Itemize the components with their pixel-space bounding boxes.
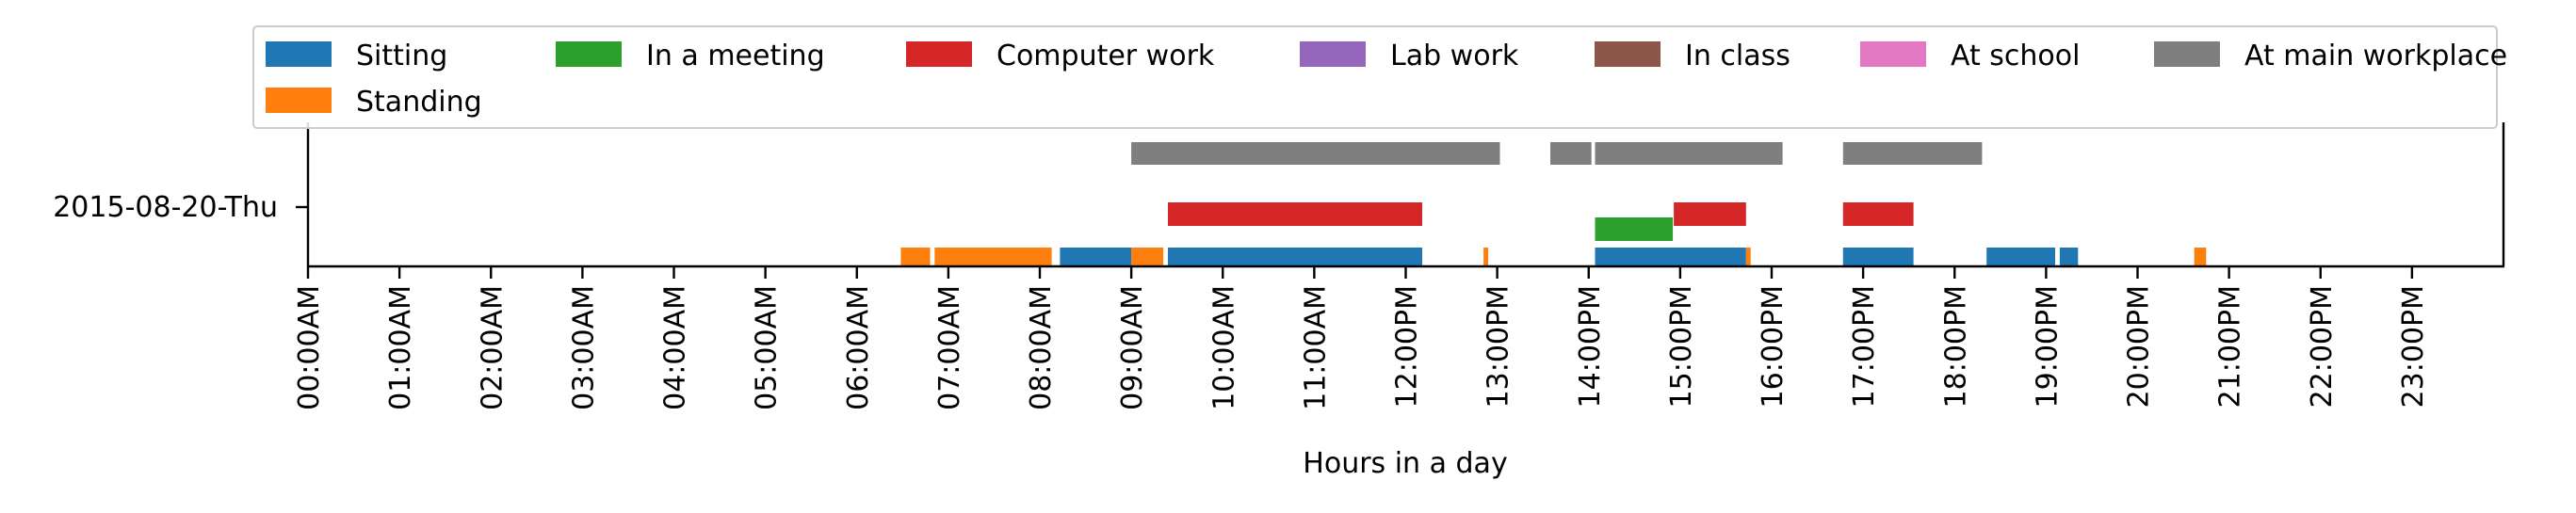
x-tick-label-02-00am: 02:00AM [476, 285, 509, 410]
legend-swatch-at-school [1860, 41, 1926, 67]
bar-computer-work-3 [1842, 202, 1914, 226]
bar-sitting-4 [1842, 248, 1914, 266]
legend-label-lab-work: Lab work [1390, 40, 1519, 72]
bar-sitting-5 [1986, 248, 2055, 266]
bar-at-main-workplace-3 [1595, 142, 1783, 165]
x-tick-label-07-00am: 07:00AM [933, 285, 966, 410]
legend-label-at-school: At school [1951, 40, 2080, 72]
x-tick-label-01-00am: 01:00AM [384, 285, 417, 410]
x-tick-label-11-00am: 11:00AM [1299, 285, 1332, 410]
x-tick-label-04-00am: 04:00AM [659, 285, 692, 410]
bar-standing-6 [2194, 248, 2207, 266]
x-tick-label-13-00pm: 13:00PM [1482, 285, 1515, 408]
x-tick-label-20-00pm: 20:00PM [2123, 285, 2156, 408]
bar-sitting-6 [2059, 248, 2079, 266]
x-tick-label-15-00pm: 15:00PM [1665, 285, 1698, 408]
bar-at-main-workplace-4 [1842, 142, 1983, 165]
legend-label-in-class: In class [1685, 40, 1790, 72]
legend-label-computer-work: Computer work [996, 40, 1215, 72]
legend-label-standing: Standing [356, 86, 482, 119]
legend-swatch-lab-work [1300, 41, 1366, 67]
bar-standing-4 [1483, 248, 1488, 266]
bar-sitting-1 [1060, 248, 1132, 266]
x-tick-label-21-00pm: 21:00PM [2214, 285, 2247, 408]
bar-standing-1 [900, 248, 931, 266]
x-tick-label-08-00am: 08:00AM [1025, 285, 1058, 410]
bar-in-a-meeting-1 [1595, 217, 1674, 241]
legend-swatch-computer-work [906, 41, 972, 67]
x-tick-label-03-00am: 03:00AM [567, 285, 600, 410]
bar-computer-work-2 [1674, 202, 1746, 226]
bar-standing-2 [934, 248, 1052, 266]
x-tick-label-09-00am: 09:00AM [1116, 285, 1149, 410]
legend-label-sitting: Sitting [356, 40, 447, 72]
x-tick-label-19-00pm: 19:00PM [2031, 285, 2064, 408]
bar-standing-5 [1745, 248, 1751, 266]
legend-swatch-sitting [266, 41, 332, 67]
bar-sitting-2 [1168, 248, 1422, 266]
legend: Sitting In a meeting Computer work Lab work… [252, 25, 2507, 129]
x-tick-label-23-00pm: 23:00PM [2397, 285, 2430, 408]
x-tick-label-06-00am: 06:00AM [842, 285, 875, 410]
x-tick-label-14-00pm: 14:00PM [1574, 285, 1607, 408]
legend-label-at-main-workplace: At main workplace [2244, 40, 2507, 72]
x-tick-label-12-00pm: 12:00PM [1391, 285, 1424, 408]
x-tick-label-18-00pm: 18:00PM [1939, 285, 1972, 408]
x-tick-label-10-00am: 10:00AM [1207, 285, 1240, 410]
legend-frame [252, 25, 2498, 129]
legend-swatch-in-class [1595, 41, 1661, 67]
bar-sitting-3 [1595, 248, 1746, 266]
legend-swatch-standing [266, 88, 332, 113]
x-tick-label-16-00pm: 16:00PM [1757, 285, 1790, 408]
y-tick-label-day: 2015-08-20-Thu [53, 191, 278, 224]
bar-standing-3 [1131, 248, 1164, 266]
bar-at-main-workplace-1 [1131, 142, 1500, 165]
bar-computer-work-1 [1168, 202, 1422, 226]
x-axis-label: Hours in a day [1303, 447, 1507, 480]
x-ticks-group: 00:00AM 01:00AM 02:00AM 03:00AM 04:00AM 05:00… [293, 266, 2430, 410]
bars-group [900, 142, 2207, 266]
x-tick-label-05-00am: 05:00AM [751, 285, 784, 410]
legend-swatch-in-a-meeting [556, 41, 622, 67]
bar-at-main-workplace-2 [1550, 142, 1592, 165]
x-tick-label-22-00pm: 22:00PM [2306, 285, 2339, 408]
x-tick-label-00-00am: 00:00AM [293, 285, 326, 410]
legend-label-in-a-meeting: In a meeting [646, 40, 825, 72]
legend-swatch-at-main-workplace [2154, 41, 2220, 67]
x-tick-label-17-00pm: 17:00PM [1848, 285, 1881, 408]
